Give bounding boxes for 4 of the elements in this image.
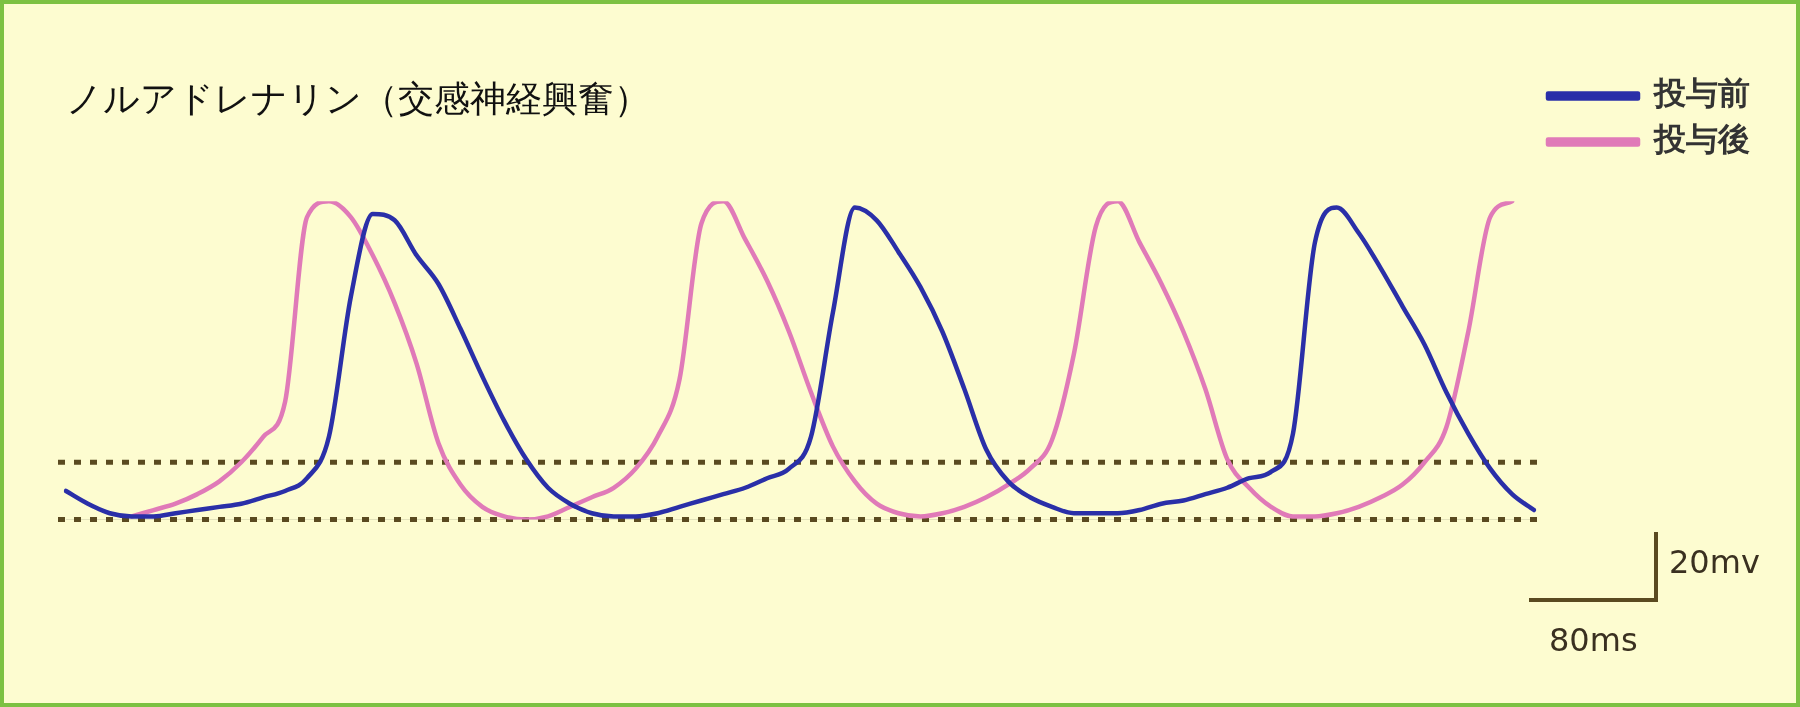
scale-bar: 20mv 80ms xyxy=(1529,532,1764,672)
legend-label: 投与後 xyxy=(1652,120,1750,159)
chart-title: ノルアドレナリン（交感神経興奮） xyxy=(66,77,650,119)
legend-label: 投与前 xyxy=(1652,74,1750,113)
